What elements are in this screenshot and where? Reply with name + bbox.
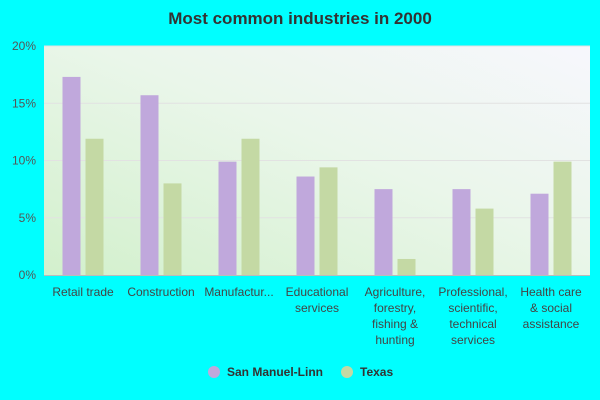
bar — [85, 138, 104, 275]
bar — [374, 189, 393, 275]
chart-title: Most common industries in 2000 — [168, 9, 432, 28]
bar — [475, 208, 494, 275]
gridlines — [44, 45, 590, 219]
legend-label: Texas — [360, 365, 393, 379]
bar — [530, 193, 549, 275]
x-tick-label: Retail trade — [52, 285, 114, 299]
bar — [140, 95, 159, 275]
x-tick-label: Professional, scientific, technical service… — [438, 285, 507, 347]
bar — [319, 167, 338, 275]
bars — [62, 76, 572, 275]
x-axis: Retail trade Construction Manufactur... Edu… — [44, 275, 590, 347]
bar — [218, 161, 237, 275]
x-tick-label: Health care & social assistance — [520, 285, 582, 331]
x-tick-label: Manufactur... — [204, 285, 273, 299]
y-tick-label: 15% — [12, 96, 36, 110]
bar — [62, 76, 81, 275]
y-tick-label: 0% — [19, 268, 37, 282]
x-tick-label: Construction — [127, 285, 194, 299]
legend-swatch — [208, 366, 220, 378]
x-tick-label: Educational services — [286, 285, 349, 315]
y-tick-label: 20% — [12, 39, 36, 53]
legend-swatch — [341, 366, 353, 378]
x-tick-label: Agriculture, forestry, fishing & hunting — [365, 285, 426, 347]
y-tick-label: 10% — [12, 154, 36, 168]
y-axis: 0% 5% 10% 15% 20% — [12, 39, 36, 282]
bar — [241, 138, 260, 275]
bar — [397, 258, 416, 275]
bar — [553, 161, 572, 275]
bar — [296, 176, 315, 275]
bar — [452, 189, 471, 275]
legend-label: San Manuel-Linn — [227, 365, 323, 379]
bar — [163, 183, 182, 275]
legend: San Manuel-Linn Texas — [208, 365, 393, 379]
y-tick-label: 5% — [19, 211, 37, 225]
